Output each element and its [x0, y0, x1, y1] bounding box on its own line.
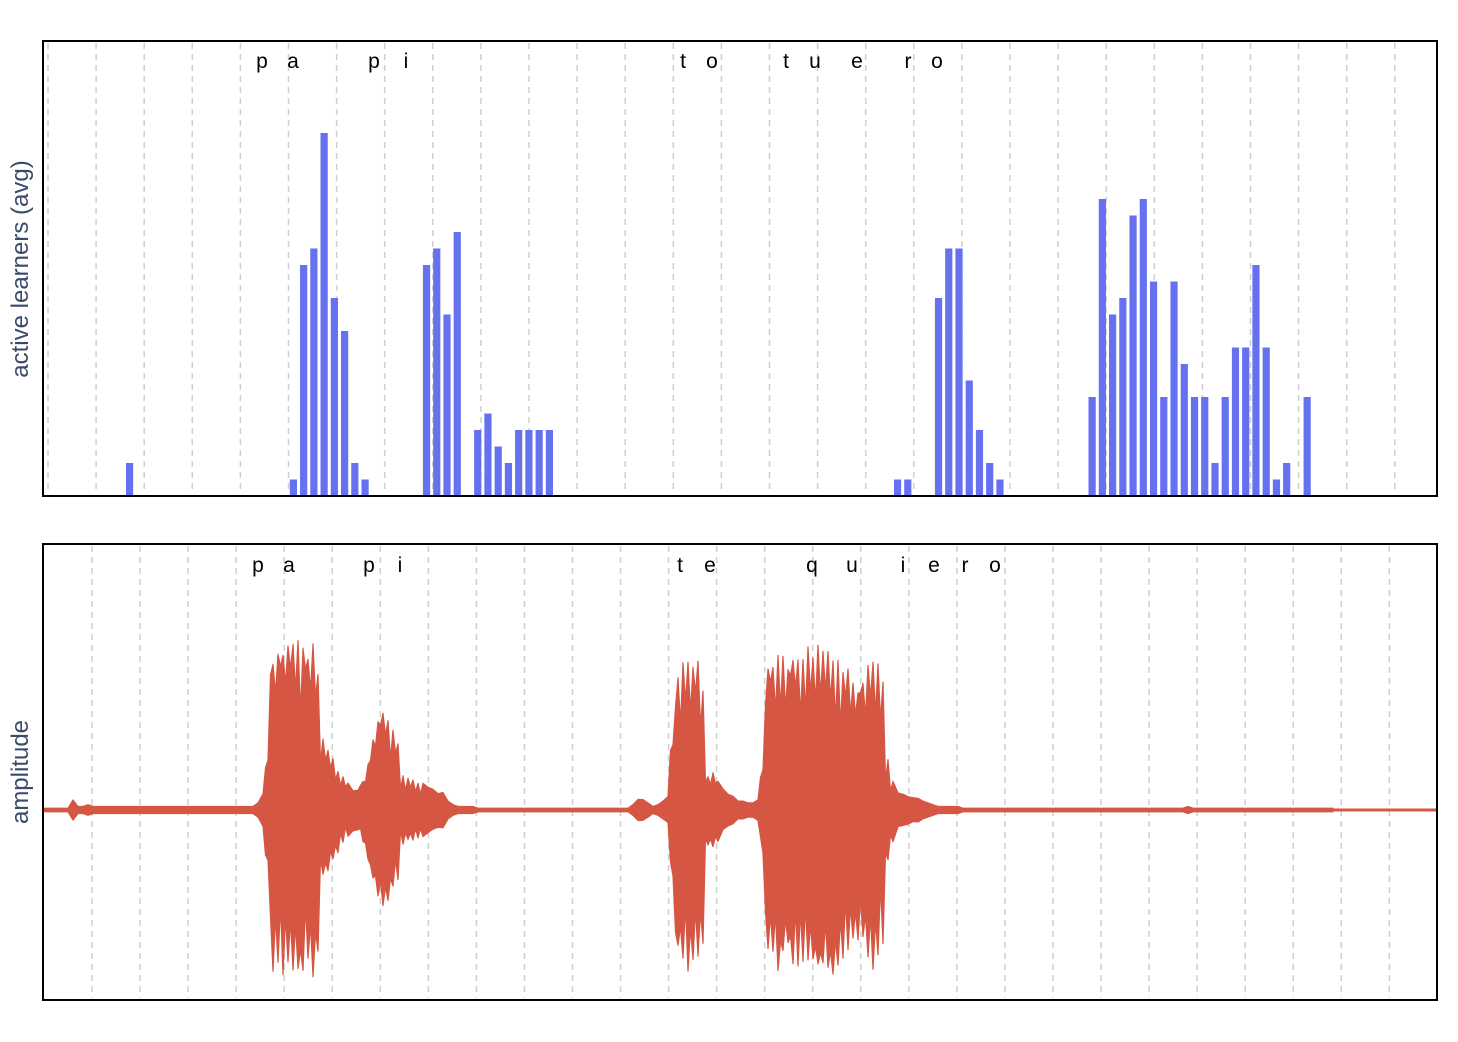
bar: [1303, 397, 1311, 496]
bar: [1180, 364, 1188, 496]
phoneme-label: p: [256, 50, 268, 73]
phoneme-label: o: [931, 50, 943, 73]
phoneme-label: e: [704, 554, 716, 577]
bar: [1221, 397, 1229, 496]
phoneme-label: o: [989, 554, 1001, 577]
learners-y-axis-label: active learners (avg): [7, 160, 34, 377]
phoneme-label: q: [806, 554, 818, 577]
bar: [986, 463, 994, 496]
bar: [1211, 463, 1219, 496]
bar: [1119, 298, 1127, 496]
phoneme-label: e: [851, 50, 863, 73]
bar: [453, 232, 461, 496]
bar: [1201, 397, 1209, 496]
bar: [1272, 479, 1281, 496]
bar: [310, 248, 318, 496]
phoneme-label: e: [928, 554, 940, 577]
amplitude-frame: [42, 543, 1438, 1001]
bar: [320, 133, 328, 496]
bar: [289, 479, 297, 496]
phoneme-label: i: [398, 554, 403, 577]
phoneme-label: r: [905, 50, 912, 73]
amplitude-y-axis-label: amplitude: [7, 720, 34, 824]
bar: [515, 430, 523, 496]
bar: [1109, 314, 1117, 496]
bar: [1149, 281, 1158, 496]
bar: [1283, 463, 1291, 496]
phoneme-label: t: [783, 50, 789, 73]
learners-frame: [42, 40, 1438, 497]
bar: [955, 248, 963, 496]
bar: [1088, 397, 1096, 496]
phoneme-label: a: [287, 50, 299, 73]
bar: [904, 479, 912, 496]
bar: [975, 430, 984, 496]
phoneme-label: p: [363, 554, 375, 577]
phoneme-label: p: [252, 554, 264, 577]
bar: [300, 265, 308, 496]
bar: [996, 479, 1004, 496]
bar: [1262, 347, 1270, 496]
bar: [1242, 347, 1250, 496]
bar: [443, 314, 451, 496]
bar: [893, 479, 902, 496]
phoneme-label: i: [404, 50, 409, 73]
bar: [125, 463, 134, 496]
bar: [484, 413, 492, 496]
bar: [965, 380, 973, 496]
bar: [1170, 281, 1178, 496]
bar: [1231, 347, 1240, 496]
bar: [504, 463, 513, 496]
bar: [545, 430, 553, 496]
bar: [1129, 215, 1137, 496]
bar: [945, 248, 953, 496]
phoneme-label: p: [368, 50, 380, 73]
bar: [361, 479, 369, 496]
bar: [433, 248, 441, 496]
phoneme-label: u: [846, 554, 858, 577]
bar: [1160, 397, 1168, 496]
bar: [1098, 199, 1106, 496]
bar: [422, 265, 431, 496]
bar: [474, 430, 482, 496]
phoneme-label: o: [706, 50, 718, 73]
bar: [934, 298, 943, 496]
bar: [1190, 397, 1199, 496]
bar: [525, 430, 533, 496]
bar: [351, 463, 359, 496]
bar: [1139, 199, 1147, 496]
bar: [330, 298, 338, 496]
phoneme-label: a: [283, 554, 295, 577]
phoneme-label: u: [809, 50, 821, 73]
phoneme-label: i: [901, 554, 906, 577]
bar: [535, 430, 543, 496]
bar: [341, 331, 349, 496]
learners-bars: [125, 133, 1311, 496]
phoneme-label: r: [962, 554, 969, 577]
phoneme-label: t: [680, 50, 686, 73]
bar: [1252, 265, 1260, 496]
bar: [494, 446, 502, 496]
phoneme-label: t: [677, 554, 683, 577]
